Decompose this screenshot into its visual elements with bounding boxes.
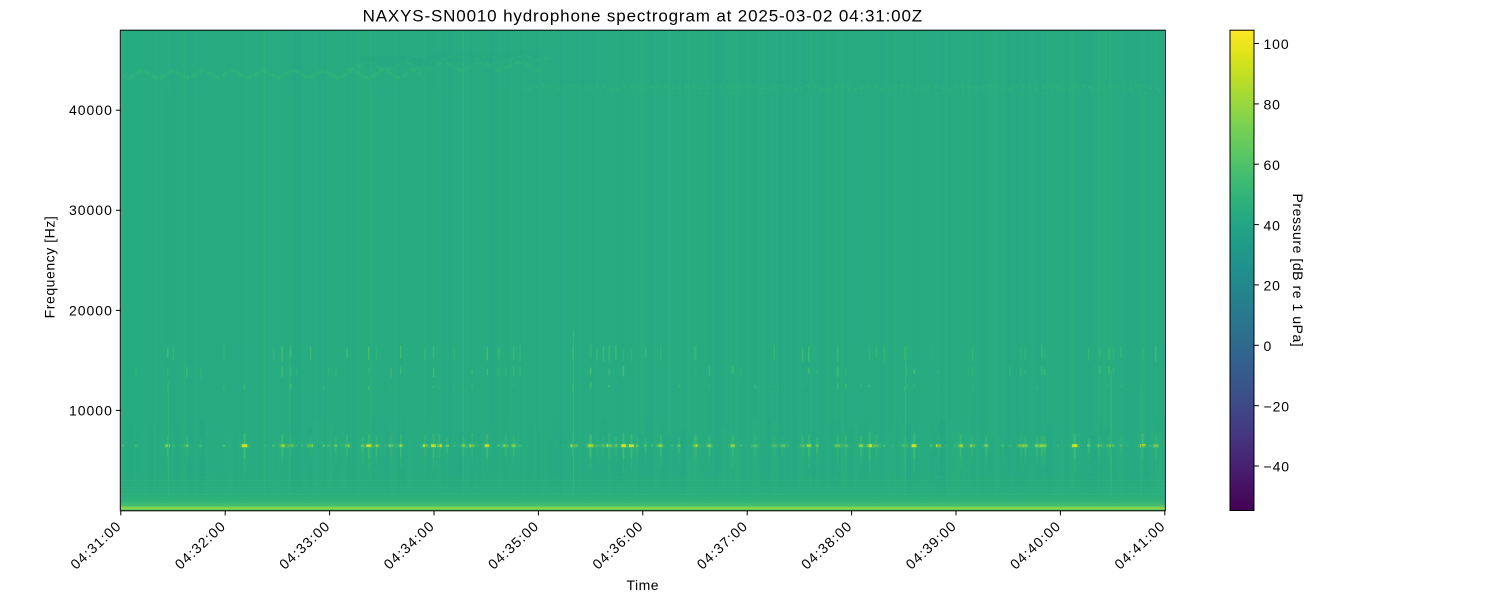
svg-text:100: 100 — [1264, 36, 1290, 52]
svg-text:NAXYS-SN0010 hydrophone spectr: NAXYS-SN0010 hydrophone spectrogram at 2… — [363, 7, 923, 26]
svg-text:30000: 30000 — [69, 202, 113, 218]
svg-text:40000: 40000 — [69, 102, 113, 118]
svg-text:40: 40 — [1264, 217, 1281, 233]
svg-text:20000: 20000 — [69, 302, 113, 318]
svg-text:20: 20 — [1264, 278, 1281, 294]
svg-text:0: 0 — [1264, 338, 1273, 354]
svg-text:−40: −40 — [1264, 459, 1290, 475]
svg-text:10000: 10000 — [69, 402, 113, 418]
svg-text:80: 80 — [1264, 97, 1281, 113]
svg-text:Time: Time — [627, 577, 660, 593]
svg-text:−20: −20 — [1264, 398, 1290, 414]
svg-text:Pressure [dB re 1 uPa]: Pressure [dB re 1 uPa] — [1290, 194, 1306, 348]
svg-text:Frequency [Hz]: Frequency [Hz] — [42, 216, 58, 319]
svg-text:60: 60 — [1264, 157, 1281, 173]
